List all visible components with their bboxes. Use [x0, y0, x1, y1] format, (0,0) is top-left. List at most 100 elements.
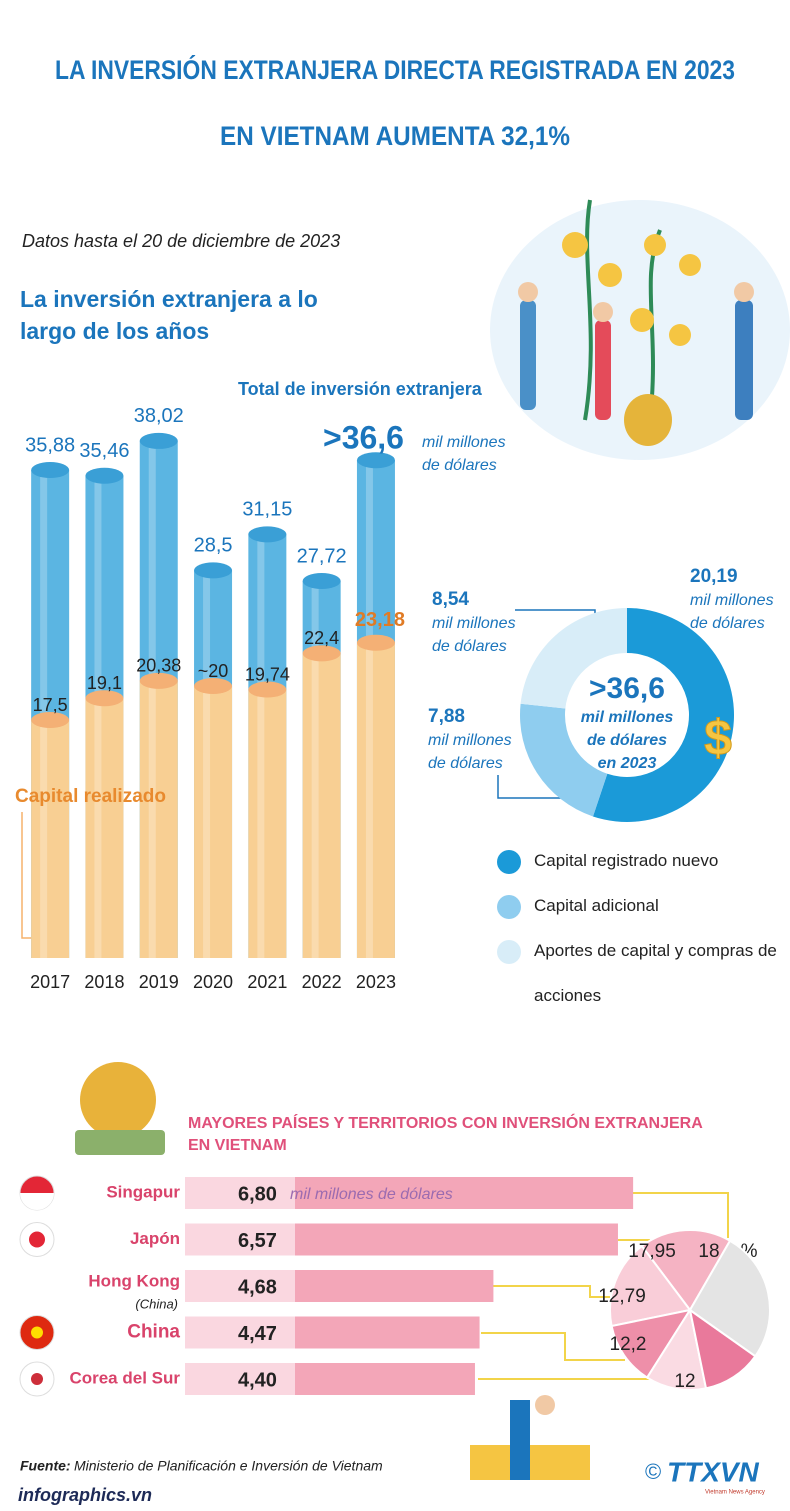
legend-label: Capital adicional	[534, 896, 659, 915]
value-label: 17,95	[628, 1241, 676, 1262]
connector	[497, 775, 568, 799]
bar-top	[85, 467, 124, 484]
center-label: mil millones	[581, 709, 674, 726]
value-label: 8,54	[432, 589, 469, 610]
x-tick-label: 2017	[30, 972, 70, 992]
category-label: Corea del Sur	[69, 1368, 180, 1387]
source-label: Fuente:	[20, 1458, 71, 1474]
value-label: >36,6	[323, 419, 404, 455]
pie-slice	[609, 1244, 692, 1328]
bar-top	[85, 690, 124, 707]
bar-shine	[365, 642, 373, 958]
category-label: Hong Kong	[88, 1271, 180, 1290]
unit-label: de dólares	[422, 457, 497, 474]
value-label: 20,38	[136, 656, 181, 676]
date-note: Datos hasta el 20 de diciembre de 2023	[22, 231, 340, 251]
value-label: 27,72	[297, 545, 347, 567]
center-label: >36,6	[589, 672, 665, 705]
bar-top	[194, 562, 233, 579]
bar-top	[356, 634, 395, 651]
title-line: LA INVERSIÓN EXTRANJERA DIRECTA REGISTRA…	[55, 54, 735, 85]
bar	[356, 642, 395, 958]
connectors	[478, 1192, 729, 1380]
chart-title: MAYORES PAÍSES Y TERRITORIOS CON INVERSI…	[188, 1115, 703, 1154]
legend-marker	[497, 895, 521, 919]
unit-label: de dólares	[428, 755, 503, 772]
bar-top	[302, 573, 341, 590]
category-label: China	[127, 1322, 180, 1343]
bar-fade	[185, 1363, 295, 1395]
legend-label: Capital realizado	[15, 786, 166, 807]
dollar-icon: $	[704, 710, 732, 766]
bar-top	[248, 681, 287, 698]
x-tick-label: 2023	[356, 972, 396, 992]
bar-top	[248, 526, 287, 543]
bar-shine	[40, 720, 48, 958]
flag	[31, 1326, 43, 1339]
category-label: Japón	[130, 1229, 180, 1248]
legend-marker	[497, 850, 521, 874]
value-label: 22,4	[304, 628, 339, 648]
bar	[248, 689, 287, 958]
chart-title: La inversión extranjera a lo largo de lo…	[20, 286, 318, 344]
category-label: Singapur	[106, 1182, 180, 1201]
bar-fade	[185, 1270, 295, 1302]
x-tick-label: 2019	[139, 972, 179, 992]
bar-fade	[185, 1223, 295, 1256]
value-label: 12,2	[610, 1334, 647, 1355]
value-label: 35,88	[25, 434, 75, 456]
bar-top	[302, 645, 341, 662]
value-label: 17,5	[33, 695, 68, 715]
pie-slice	[688, 1307, 757, 1390]
donut-slice	[520, 608, 627, 709]
flag	[29, 1231, 45, 1248]
bar-top	[31, 712, 70, 728]
legend-label: Aportes de capital y compras de acciones	[534, 941, 777, 1005]
value-label: 6,80	[238, 1183, 277, 1205]
bar	[85, 698, 124, 958]
bar-fade	[185, 1177, 295, 1209]
value-label: 19,1	[87, 673, 122, 693]
category-note: (China)	[135, 1296, 178, 1311]
x-tick-label: 2018	[84, 972, 124, 992]
value-label: 4,47	[238, 1323, 277, 1345]
source: Ministerio de Planificación e Inversión …	[74, 1458, 383, 1474]
unit-label: mil millones de dólares	[290, 1186, 453, 1203]
bar-shine	[148, 680, 156, 958]
bar	[139, 680, 178, 958]
bar-top	[356, 452, 395, 469]
value-label: 38,02	[134, 405, 184, 427]
unit-label: mil millones	[422, 434, 506, 451]
bar-top	[31, 462, 70, 479]
value-label: 6,57	[238, 1230, 277, 1252]
value-label: 35,46	[79, 440, 129, 462]
legend-marker	[497, 940, 521, 964]
bar-top	[139, 432, 178, 449]
value-label: 4,40	[238, 1369, 277, 1391]
x-tick-label: 2021	[247, 972, 287, 992]
unit-label: mil millones	[428, 732, 512, 749]
donut-slice	[520, 703, 608, 817]
pie-rest	[688, 1239, 771, 1358]
copyright: ©	[645, 1459, 661, 1484]
value-label: 12	[674, 1371, 695, 1392]
legend-label: Capital registrado nuevo	[534, 851, 719, 870]
bar-shine	[203, 686, 211, 958]
bar	[31, 720, 70, 958]
bar-shine	[257, 689, 265, 958]
bar	[302, 653, 341, 958]
unit-label: de dólares	[690, 615, 765, 632]
bar-top	[194, 678, 233, 694]
unit-label: mil millones	[690, 592, 774, 609]
unit-label: mil millones	[432, 615, 516, 632]
value-label: 28,5	[194, 535, 233, 557]
donut-slice	[592, 608, 735, 822]
x-tick-label: 2022	[302, 972, 342, 992]
x-tick-label: 2020	[193, 972, 233, 992]
site: infographics.vn	[18, 1485, 152, 1505]
value-label: 23,18	[355, 609, 405, 631]
unit-label: de dólares	[432, 638, 507, 655]
value-label: 4,68	[238, 1276, 277, 1298]
